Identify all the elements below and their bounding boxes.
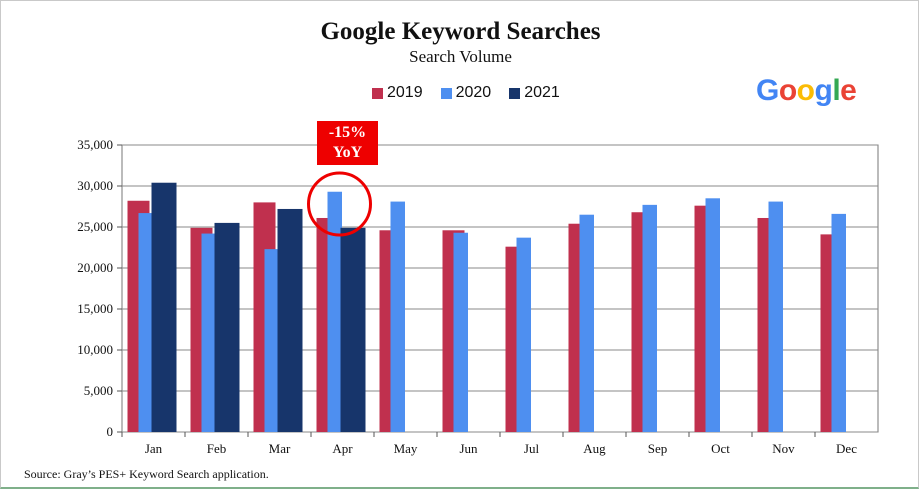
bar-2020-Dec [831, 213, 846, 432]
x-tick-label: Dec [836, 441, 857, 456]
x-tick-label: May [394, 441, 418, 456]
source-note: Source: Gray’s PES+ Keyword Search appli… [24, 467, 269, 481]
y-tick-label: 15,000 [77, 301, 113, 316]
bar-2020-Mar [264, 249, 279, 432]
legend-item-2021: 2021 [509, 84, 560, 102]
legend-swatch-2020 [440, 87, 452, 99]
google-logo-letter: o [778, 74, 797, 107]
x-tick-label: Jun [459, 441, 478, 456]
bar-2021-Apr [340, 227, 366, 432]
x-tick-label: Mar [269, 441, 291, 456]
google-logo-letter: G [756, 74, 779, 107]
legend-label-2020: 2020 [455, 84, 492, 101]
x-tick-label: Sep [648, 441, 668, 456]
y-tick-label: 30,000 [77, 178, 113, 193]
chart-subtitle: Search Volume [409, 47, 512, 66]
legend-label-2019: 2019 [387, 84, 423, 101]
bar-2021-Mar [277, 208, 303, 432]
bar-2020-Sep [642, 204, 657, 432]
y-tick-label: 0 [107, 424, 114, 439]
yoy-annotation-percent: -15% [328, 124, 367, 141]
google-logo-letter: e [840, 74, 857, 107]
bar-2020-May [390, 201, 405, 432]
bar-2020-Apr [327, 191, 342, 432]
google-logo: Google [756, 74, 857, 108]
google-logo-letter: g [814, 74, 833, 107]
google-logo-letter: l [832, 74, 841, 107]
x-tick-label: Jul [524, 441, 540, 456]
annotation-circle [307, 171, 372, 237]
y-tick-label: 25,000 [77, 219, 113, 234]
bar-2020-Jul [516, 237, 531, 432]
chart-title: Google Keyword Searches [320, 18, 601, 45]
x-tick-label: Apr [332, 441, 353, 456]
bar-2020-Aug [579, 214, 594, 432]
google-logo-letter: o [796, 74, 815, 107]
bar-2020-Feb [201, 233, 216, 432]
y-tick-label: 20,000 [77, 260, 113, 275]
bar-2020-Jun [453, 232, 468, 432]
x-tick-label: Aug [583, 441, 606, 456]
y-tick-label: 35,000 [77, 137, 113, 152]
x-tick-label: Oct [711, 441, 730, 456]
y-tick-label: 10,000 [77, 342, 113, 357]
yoy-annotation-label: YoY [332, 144, 363, 161]
x-tick-label: Feb [207, 441, 227, 456]
legend-item-2020: 2020 [440, 84, 492, 102]
x-tick-label: Nov [772, 441, 795, 456]
chart-legend: 2019 2020 2021 [372, 84, 560, 102]
legend-swatch-2019 [372, 87, 383, 99]
legend-label-2021: 2021 [524, 84, 560, 101]
legend-item-2019: 2019 [372, 84, 423, 102]
legend-swatch-2021 [509, 87, 521, 99]
x-tick-label: Jan [145, 441, 163, 456]
bar-2020-Jan [138, 213, 153, 432]
bar-2020-Nov [768, 201, 783, 432]
y-tick-label: 5,000 [84, 383, 113, 398]
yoy-annotation-badge: -15% YoY [317, 121, 378, 165]
bar-2021-Jan [151, 182, 177, 432]
bar-2021-Feb [214, 222, 240, 432]
bar-2020-Oct [705, 198, 720, 432]
